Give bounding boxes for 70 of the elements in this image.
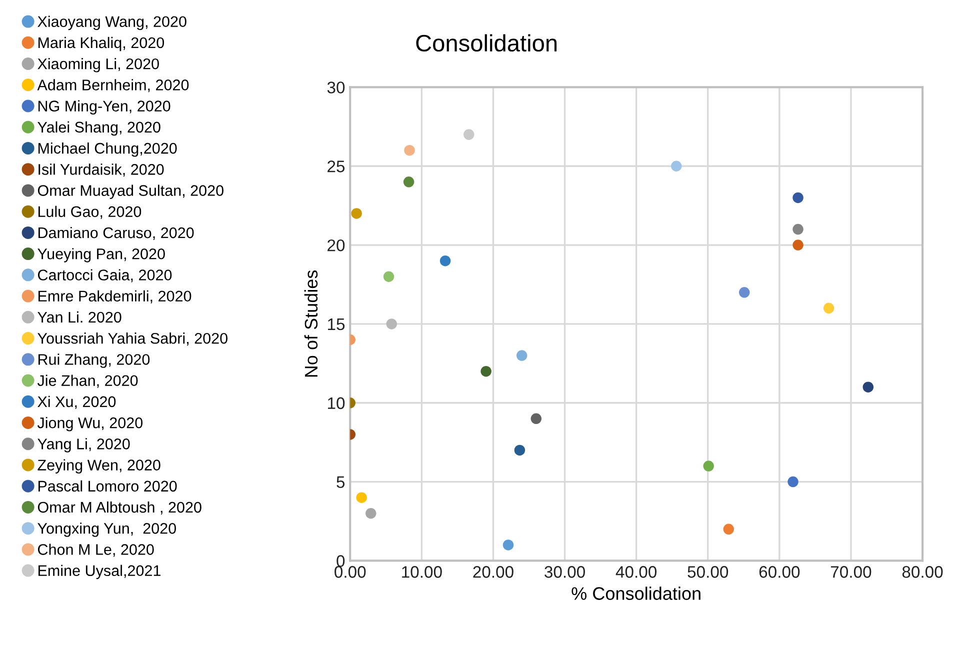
point <box>823 302 834 314</box>
point <box>530 413 542 424</box>
y-tick-label: 5 <box>336 476 345 488</box>
legend-label: Chon M Le, 2020 <box>38 544 154 557</box>
legend-label: Rui Zhang, 2020 <box>38 354 150 368</box>
point <box>788 476 798 488</box>
point <box>514 444 526 456</box>
legend-label: Lulu Gao, 2020 <box>38 206 142 219</box>
point <box>464 129 474 140</box>
x-tick-label: 10.00 <box>402 566 442 578</box>
legend-label: Maria Khaliq, 2020 <box>38 36 164 52</box>
point <box>792 224 804 235</box>
chart-title: Consolidation <box>416 34 557 52</box>
point <box>356 492 367 503</box>
legend-label: Yueying Pan, 2020 <box>38 248 165 262</box>
x-tick-label: 20.00 <box>473 566 514 578</box>
point <box>440 255 451 266</box>
point <box>502 540 514 550</box>
x-tick-label: 0.00 <box>334 566 366 578</box>
x-tick-label: 60.00 <box>759 566 800 578</box>
point <box>671 160 682 172</box>
point <box>351 208 362 219</box>
legend-label: Yalei Shang, 2020 <box>38 121 160 136</box>
point <box>792 240 804 250</box>
point <box>703 460 714 472</box>
x-tick-label: 40.00 <box>616 566 657 578</box>
legend-label: Emre Pakdemirli, 2020 <box>38 290 192 304</box>
x-tick-label: 70.00 <box>830 566 872 578</box>
legend-label: Michael Chung,2020 <box>38 142 177 157</box>
legend-label: NG Ming-Yen, 2020 <box>38 100 170 115</box>
x-tick-label: 50.00 <box>688 566 728 578</box>
point <box>383 271 394 282</box>
point <box>738 287 750 298</box>
legend-label: Isil Yurdaisik, 2020 <box>38 164 164 177</box>
legend-label: Xiaoyang Wang, 2020 <box>38 16 186 30</box>
point <box>516 350 528 361</box>
y-axis-title: No of Studies <box>304 270 318 377</box>
point <box>480 366 492 377</box>
legend-label: Zeying Wen, 2020 <box>38 459 160 474</box>
point <box>404 144 415 156</box>
legend-label: Yang Li, 2020 <box>38 438 130 452</box>
x-tick-label: 30.00 <box>544 566 585 578</box>
legend-label: Xi Xu, 2020 <box>38 396 116 409</box>
point <box>365 508 376 519</box>
y-tick-label: 0 <box>336 555 345 567</box>
point <box>403 176 414 188</box>
legend-label: Jie Zhan, 2020 <box>37 374 138 388</box>
legend-label: Jiong Wu, 2020 <box>37 417 143 432</box>
point <box>386 318 397 330</box>
x-axis-title: % Consolidation <box>572 586 700 600</box>
y-tick-label: 10 <box>328 397 345 410</box>
point <box>723 524 734 535</box>
y-tick-label: 15 <box>328 318 345 330</box>
legend-label: Cartocci Gaia, 2020 <box>38 269 172 282</box>
legend-label: Yan Li. 2020 <box>38 311 122 323</box>
legend-label: Omar M Albtoush , 2020 <box>38 501 202 515</box>
y-tick-label: 20 <box>328 239 345 252</box>
legend-label: Youssriah Yahia Sabri, 2020 <box>38 332 228 346</box>
legend-label: Omar Muayad Sultan, 2020 <box>38 184 224 199</box>
legend-label: Emine Uysal,2021 <box>38 564 160 580</box>
legend-label: Xiaoming Li, 2020 <box>38 58 159 72</box>
legend-label: Adam Bernheim, 2020 <box>37 79 189 92</box>
y-tick-label: 25 <box>328 160 345 172</box>
legend-label: Yongxing Yun, 2020 <box>38 522 176 537</box>
point <box>862 382 874 392</box>
x-tick-label: 80.00 <box>902 566 943 578</box>
y-tick-label: 30 <box>327 82 345 94</box>
point <box>792 192 804 204</box>
legend-label: Pascal Lomoro 2020 <box>38 480 177 492</box>
legend-label: Damiano Caruso, 2020 <box>38 226 194 240</box>
